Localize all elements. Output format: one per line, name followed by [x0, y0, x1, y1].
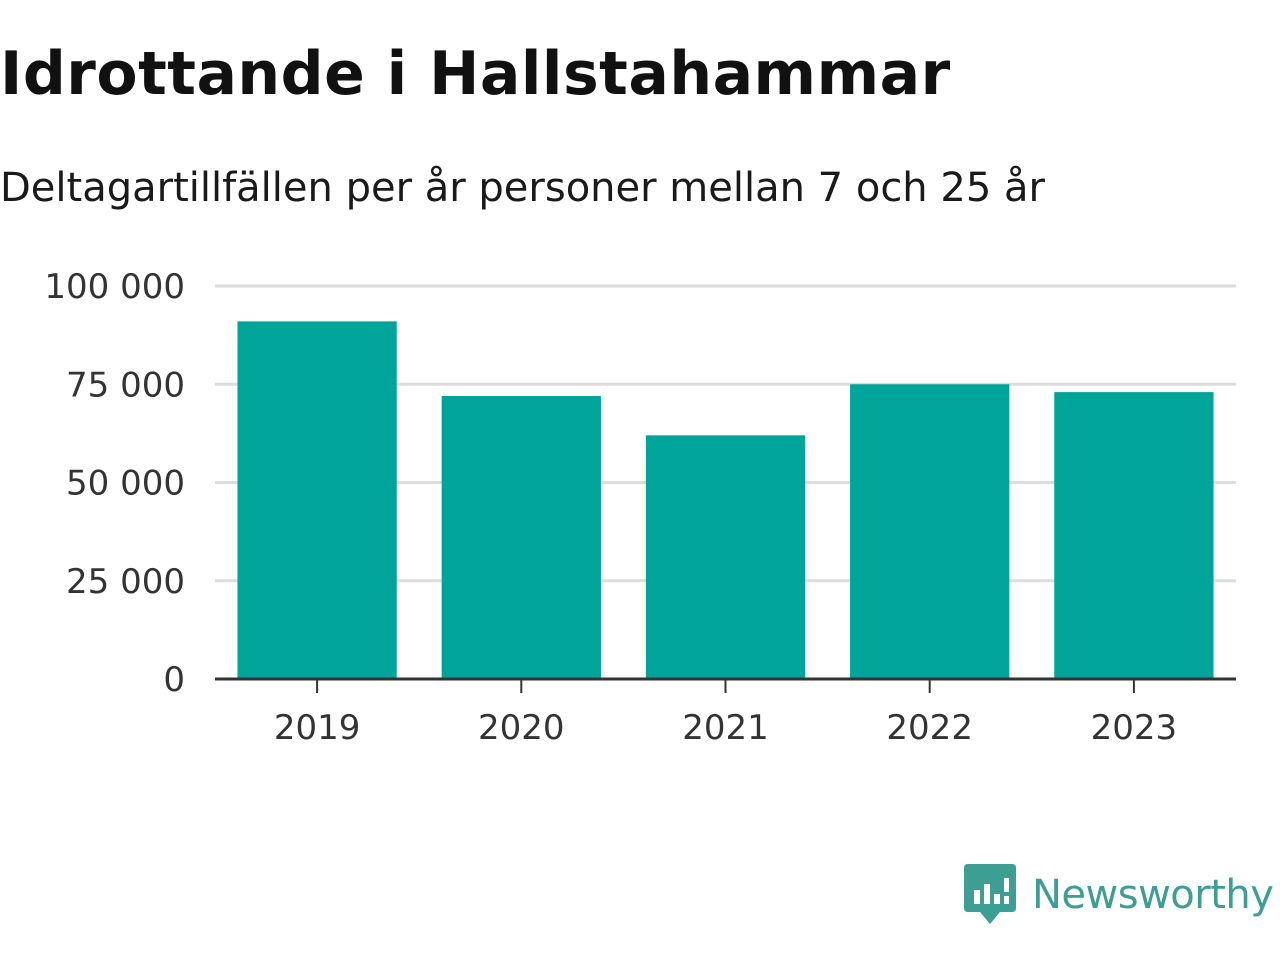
x-axis: [215, 677, 1236, 693]
y-tick-label: 25 000: [66, 562, 185, 602]
bar-2022: [850, 384, 1010, 679]
bar-2019: [237, 321, 397, 679]
y-axis-tick-labels: 0 25 000 50 000 75 000 100 000: [44, 267, 185, 700]
bar-2020: [441, 396, 601, 679]
x-tick-label: 2023: [1091, 708, 1178, 748]
bar-2021: [645, 435, 806, 679]
chart-subtitle: Deltagartillfällen per år personer mella…: [0, 165, 1045, 211]
x-tick-label: 2020: [478, 708, 565, 748]
y-tick-label: 75 000: [66, 365, 185, 405]
bars: [237, 321, 1214, 679]
newsworthy-logo-icon: [964, 864, 1016, 924]
bar-2023: [1054, 392, 1214, 679]
y-tick-label: 50 000: [66, 464, 185, 504]
y-tick-label: 0: [163, 660, 185, 700]
brand-logo: Newsworthy: [964, 862, 1274, 928]
x-axis-tick-labels: 2019 2020 2021 2022 2023: [274, 708, 1177, 748]
x-tick-label: 2022: [886, 708, 973, 748]
chart-title: Idrottande i Hallstahammar: [0, 39, 951, 109]
x-tick-label: 2021: [682, 708, 769, 748]
y-tick-label: 100 000: [44, 267, 185, 307]
x-tick-label: 2019: [274, 708, 361, 748]
brand-name: Newsworthy: [1032, 872, 1274, 918]
